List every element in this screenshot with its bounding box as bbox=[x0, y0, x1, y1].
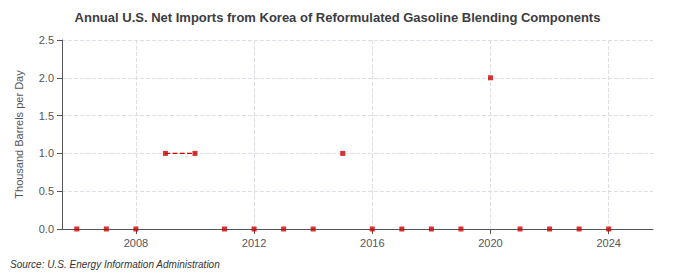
svg-text:2.0: 2.0 bbox=[39, 72, 54, 84]
svg-text:2016: 2016 bbox=[360, 237, 384, 249]
svg-text:Source: U.S. Energy Informatio: Source: U.S. Energy Information Administ… bbox=[10, 259, 220, 270]
svg-text:1.5: 1.5 bbox=[39, 110, 54, 122]
svg-text:2024: 2024 bbox=[596, 237, 620, 249]
svg-text:Thousand Barrels per Day: Thousand Barrels per Day bbox=[13, 70, 25, 199]
svg-text:2.5: 2.5 bbox=[39, 34, 54, 46]
svg-text:0.5: 0.5 bbox=[39, 185, 54, 197]
svg-text:2012: 2012 bbox=[242, 237, 266, 249]
svg-text:2008: 2008 bbox=[124, 237, 148, 249]
svg-text:2020: 2020 bbox=[478, 237, 502, 249]
svg-text:0.0: 0.0 bbox=[39, 223, 54, 235]
svg-text:1.0: 1.0 bbox=[39, 147, 54, 159]
svg-text:Annual U.S. Net Imports from K: Annual U.S. Net Imports from Korea of Re… bbox=[75, 10, 601, 25]
